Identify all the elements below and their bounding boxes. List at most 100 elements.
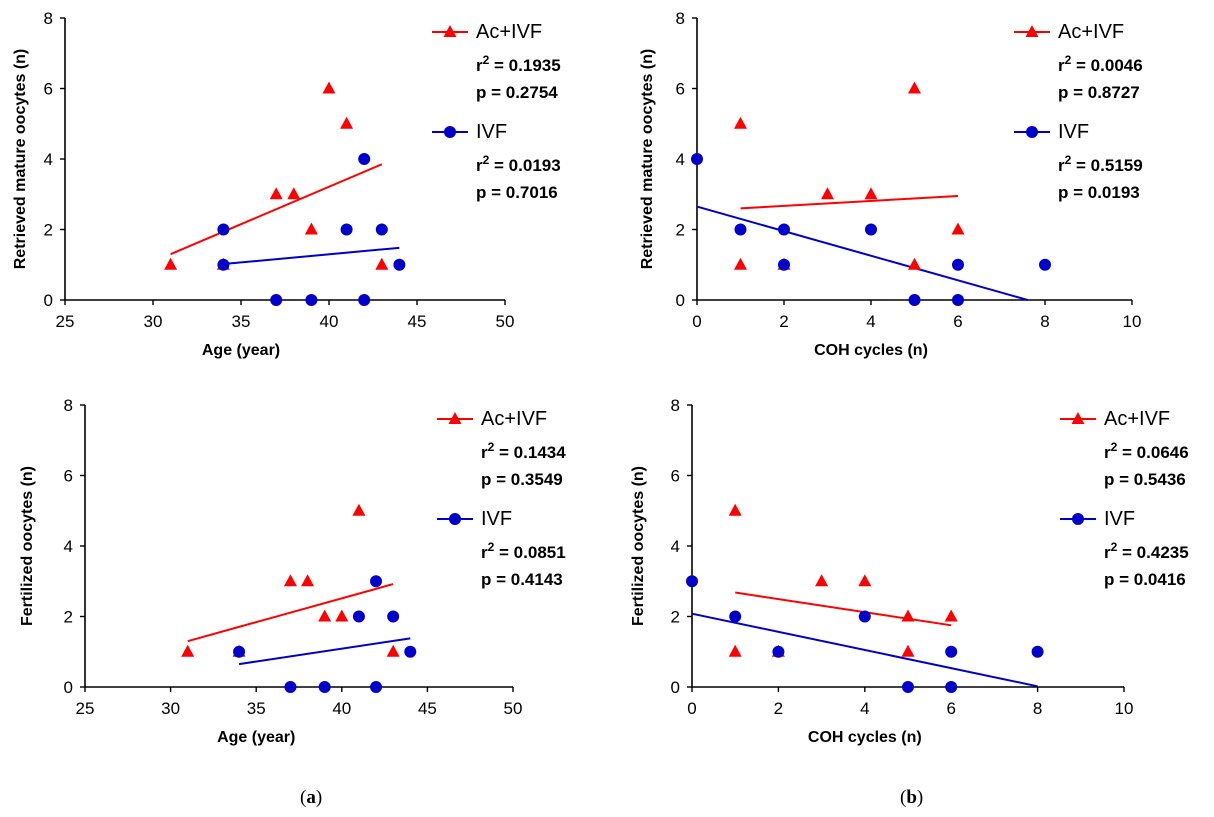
p-value: p = 0.2754	[476, 83, 558, 102]
x-tick-label: 10	[1115, 699, 1134, 718]
ivf-data-point	[1031, 645, 1044, 658]
acivf-regression-line	[170, 163, 383, 256]
p-value: p = 0.0416	[1104, 570, 1186, 589]
acivf-regression-line	[187, 583, 394, 643]
ivf-data-point	[358, 153, 371, 165]
r-squared-value: r2 = 0.4235	[1104, 540, 1189, 562]
legend-circle-icon	[1072, 513, 1084, 525]
acivf-data-point	[908, 257, 921, 270]
x-tick-label: 8	[1033, 699, 1042, 718]
acivf-regression-line	[735, 591, 952, 627]
acivf-data-point	[287, 187, 301, 200]
r-squared-value: r2 = 0.0851	[481, 540, 566, 562]
acivf-data-point	[283, 574, 297, 587]
x-tick-label: 40	[332, 699, 351, 718]
y-tick-label: 2	[44, 221, 53, 240]
acivf-data-point	[340, 116, 354, 129]
acivf-data-point	[908, 81, 921, 94]
legend-label: IVF	[481, 508, 512, 530]
r-squared-value: r2 = 0.0193	[476, 153, 561, 175]
ivf-data-point	[393, 258, 406, 271]
acivf-data-point	[815, 574, 829, 587]
ivf-data-point	[729, 610, 742, 623]
x-tick-label: 4	[866, 312, 875, 331]
acivf-data-point	[269, 187, 283, 200]
x-tick-label: 45	[408, 312, 427, 331]
y-tick-label: 2	[64, 608, 73, 627]
acivf-data-point	[375, 257, 389, 270]
acivf-data-point	[734, 257, 747, 270]
y-tick-label: 4	[64, 537, 73, 556]
x-axis-label: Age (year)	[202, 342, 280, 359]
chart-panel-1: 25 30 35 40 45 50 0 2 4 6 8 Age (year) Retrieved mat…	[12, 9, 561, 359]
legend-triangle-icon	[448, 412, 462, 424]
ivf-data-point	[305, 294, 318, 306]
ivf-regression-line	[691, 612, 1038, 688]
acivf-data-point	[864, 187, 878, 200]
x-tick-label: 40	[320, 312, 339, 331]
ivf-data-point	[778, 223, 790, 236]
ivf-data-point	[233, 645, 246, 658]
acivf-data-point	[335, 609, 349, 622]
acivf-data-point	[304, 222, 318, 235]
x-tick-label: 0	[687, 699, 696, 718]
r-squared-value: r2 = 0.0046	[1058, 53, 1143, 75]
ivf-data-point	[908, 294, 921, 306]
ivf-data-point	[217, 223, 230, 236]
ivf-data-point	[686, 575, 698, 588]
ivf-data-point	[284, 681, 297, 693]
acivf-data-point	[728, 644, 742, 657]
y-tick-label: 4	[676, 150, 685, 169]
x-tick-label: 2	[774, 699, 783, 718]
ivf-regression-line	[238, 637, 411, 666]
y-axis-label: Fertilized oocytes (n)	[630, 466, 647, 626]
ivf-data-point	[952, 294, 964, 306]
acivf-data-point	[164, 257, 178, 270]
y-tick-label: 8	[44, 9, 53, 28]
legend-label: IVF	[476, 121, 507, 143]
legend-label: IVF	[1104, 508, 1135, 530]
acivf-data-point	[821, 187, 834, 200]
acivf-data-point	[728, 503, 742, 516]
acivf-data-point	[944, 609, 958, 622]
r-squared-value: r2 = 0.5159	[1058, 153, 1143, 175]
x-tick-label: 35	[232, 312, 251, 331]
x-tick-label: 35	[247, 699, 266, 718]
acivf-data-point	[386, 644, 400, 657]
ivf-data-point	[370, 575, 383, 588]
chart-panel-3: 25 30 35 40 45 50 0 2 4 6 8 Age (year) Fertilized oo…	[19, 396, 566, 746]
p-value: p = 0.8727	[1058, 83, 1140, 102]
r-squared-value: r2 = 0.1434	[481, 440, 566, 462]
ivf-data-point	[404, 645, 417, 658]
ivf-regression-line	[223, 246, 400, 266]
y-axis-label: Fertilized oocytes (n)	[19, 466, 36, 626]
ivf-data-point	[217, 258, 230, 271]
y-axis-label: Retrieved mature oocytes (n)	[12, 49, 29, 270]
ivf-data-point	[387, 610, 400, 623]
ivf-data-point	[734, 223, 747, 236]
p-value: p = 0.0193	[1058, 183, 1140, 202]
ivf-regression-line	[696, 205, 1028, 301]
x-axis-label: COH cycles (n)	[814, 342, 928, 359]
p-value: p = 0.4143	[481, 570, 563, 589]
p-value: p = 0.7016	[476, 183, 558, 202]
legend-label: Ac+IVF	[481, 408, 547, 430]
y-tick-label: 0	[676, 291, 685, 310]
x-tick-label: 30	[161, 699, 180, 718]
x-axis-label: COH cycles (n)	[808, 729, 922, 746]
legend-triangle-icon	[443, 25, 457, 37]
legend-label: Ac+IVF	[1104, 408, 1170, 430]
acivf-data-point	[181, 644, 195, 657]
panel-label-a: (a)	[300, 787, 322, 808]
acivf-data-point	[734, 116, 747, 129]
chart-panel-4: 0 2 4 6 8 10 0 2 4 6 8 COH cycles (n) Fertilized ooc…	[630, 396, 1189, 746]
ivf-data-point	[1039, 258, 1051, 271]
y-tick-label: 6	[676, 80, 685, 99]
x-tick-label: 10	[1123, 312, 1142, 331]
r-squared-value: r2 = 0.0646	[1104, 440, 1189, 462]
acivf-data-point	[901, 644, 915, 657]
ivf-data-point	[691, 153, 703, 165]
x-tick-label: 4	[860, 699, 869, 718]
panel-label-b: (b)	[900, 787, 923, 808]
